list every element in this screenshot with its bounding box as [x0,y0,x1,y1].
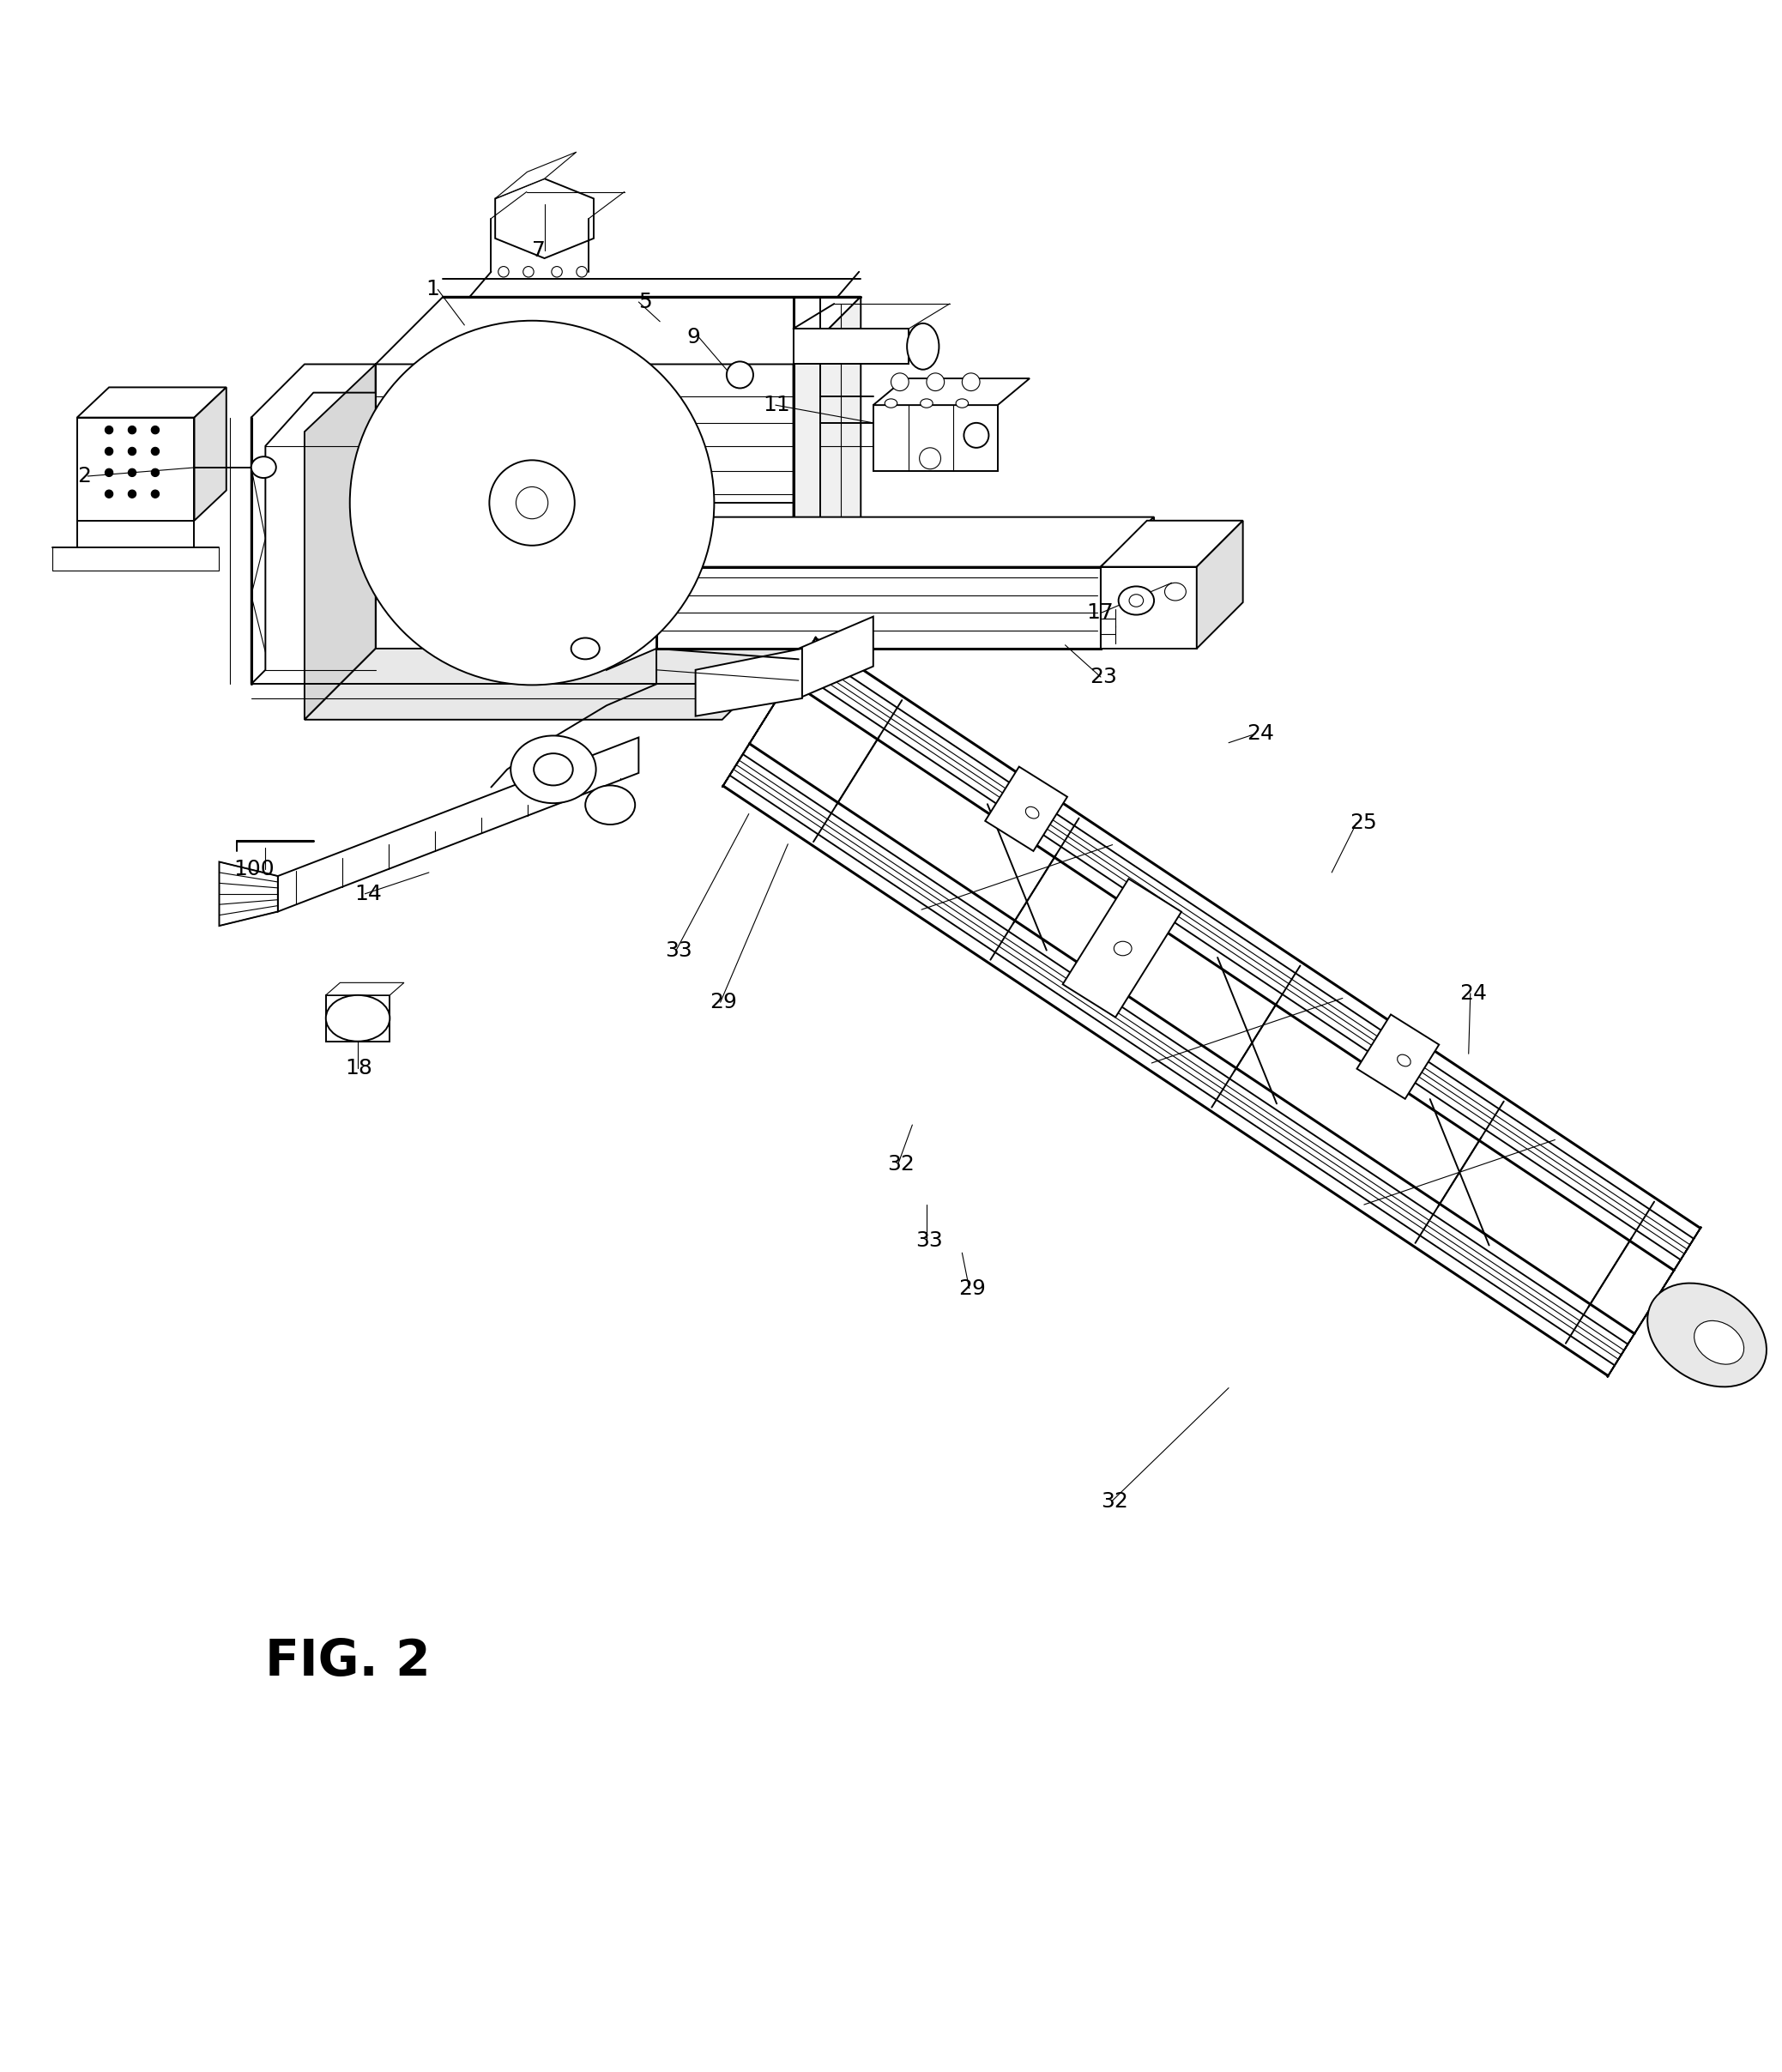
Ellipse shape [1165,582,1187,601]
Ellipse shape [105,427,112,433]
Ellipse shape [1026,806,1039,818]
Ellipse shape [964,423,989,448]
Text: 23: 23 [1091,667,1117,688]
Ellipse shape [151,489,159,497]
Polygon shape [695,649,802,717]
Ellipse shape [490,460,574,545]
Text: 29: 29 [959,1278,985,1299]
Ellipse shape [535,754,572,785]
Ellipse shape [907,323,939,369]
Text: 18: 18 [346,1057,372,1077]
Polygon shape [1198,520,1242,649]
Ellipse shape [1119,586,1155,615]
Ellipse shape [1397,1055,1411,1067]
Polygon shape [656,518,1155,568]
Ellipse shape [105,448,112,456]
Polygon shape [376,296,861,365]
Polygon shape [376,365,793,649]
Ellipse shape [1130,595,1144,607]
Ellipse shape [105,489,112,497]
Text: 24: 24 [1459,982,1488,1003]
Polygon shape [793,329,909,365]
Ellipse shape [584,785,634,825]
Text: 5: 5 [638,292,652,313]
Polygon shape [873,406,998,470]
Ellipse shape [1114,941,1132,955]
Polygon shape [1356,1015,1440,1098]
Ellipse shape [151,448,159,456]
Polygon shape [798,617,873,698]
Ellipse shape [570,638,599,659]
Text: 32: 32 [1101,1492,1128,1513]
Ellipse shape [128,427,135,433]
Polygon shape [77,387,226,419]
Text: 1: 1 [426,280,438,300]
Ellipse shape [499,267,510,278]
Ellipse shape [349,321,715,686]
Ellipse shape [511,736,595,804]
Ellipse shape [128,489,135,497]
Ellipse shape [517,487,549,518]
Polygon shape [873,379,1030,406]
Ellipse shape [955,398,968,408]
Polygon shape [1607,1227,1702,1378]
Ellipse shape [1648,1283,1766,1386]
Polygon shape [219,862,278,926]
Text: 100: 100 [233,858,274,879]
Polygon shape [606,568,656,669]
Ellipse shape [151,468,159,477]
Ellipse shape [128,448,135,456]
Ellipse shape [727,361,754,387]
Polygon shape [194,387,226,520]
Text: 2: 2 [77,466,91,487]
Ellipse shape [251,456,276,479]
Text: 9: 9 [686,327,700,348]
Ellipse shape [524,267,535,278]
Polygon shape [722,636,816,787]
Ellipse shape [326,995,390,1042]
Ellipse shape [576,267,586,278]
Polygon shape [1101,518,1155,649]
Ellipse shape [920,448,941,468]
Ellipse shape [962,373,980,392]
Polygon shape [495,151,576,199]
Ellipse shape [151,427,159,433]
Text: 24: 24 [1246,723,1274,744]
Text: 32: 32 [887,1154,914,1175]
Ellipse shape [105,468,112,477]
Ellipse shape [128,468,135,477]
Text: FIG. 2: FIG. 2 [266,1637,431,1687]
Polygon shape [326,982,405,995]
Polygon shape [495,178,593,259]
Text: 14: 14 [355,883,381,903]
Ellipse shape [891,373,909,392]
Text: 33: 33 [665,941,693,961]
Polygon shape [326,995,390,1042]
Polygon shape [793,296,861,649]
Polygon shape [656,568,1101,649]
Text: 29: 29 [709,992,738,1013]
Text: 17: 17 [1087,603,1114,624]
Text: 33: 33 [916,1231,943,1251]
Ellipse shape [886,398,896,408]
Ellipse shape [927,373,944,392]
Ellipse shape [552,267,561,278]
Text: 11: 11 [763,396,789,414]
Polygon shape [1101,568,1198,649]
Polygon shape [278,738,638,912]
Polygon shape [1101,520,1242,568]
Ellipse shape [1695,1320,1745,1363]
Polygon shape [1062,879,1181,1017]
Ellipse shape [920,398,932,408]
Polygon shape [77,419,194,520]
Polygon shape [985,767,1067,852]
Polygon shape [305,649,793,719]
Text: 7: 7 [533,240,545,261]
Polygon shape [305,365,376,719]
Text: 25: 25 [1349,812,1377,833]
